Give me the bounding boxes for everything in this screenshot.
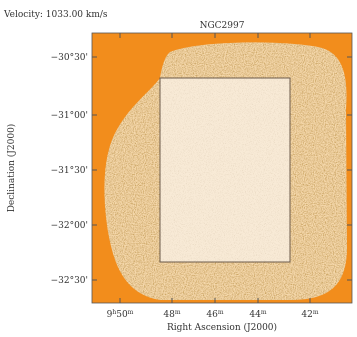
x-tick-label: 9h50m bbox=[107, 309, 134, 320]
x-tick-number: 44 bbox=[249, 310, 261, 320]
x-tick-unit: m bbox=[218, 309, 224, 316]
x-tick-number: 46 bbox=[206, 310, 218, 320]
x-tick-label: 42m bbox=[301, 309, 318, 320]
screenshot: Velocity: 1033.00 km/s NGC2997 Right Asc… bbox=[0, 0, 357, 337]
x-tick-number: 42 bbox=[301, 310, 312, 320]
x-tick-number: 48 bbox=[163, 310, 175, 320]
y-tick-label: −32°30' bbox=[51, 276, 88, 286]
x-axis-label: Right Ascension (J2000) bbox=[167, 322, 277, 333]
x-tick-label: 48m bbox=[163, 309, 180, 320]
x-tick-label: 46m bbox=[206, 309, 223, 320]
y-axis-label: Declination (J2000) bbox=[6, 124, 17, 213]
x-tick-unit: m bbox=[313, 309, 319, 316]
x-tick-number: 50 bbox=[116, 310, 128, 320]
x-tick-unit: m bbox=[175, 309, 181, 316]
x-tick-label: 44m bbox=[249, 309, 266, 320]
x-tick-unit: m bbox=[128, 309, 134, 316]
x-tick-unit: m bbox=[261, 309, 267, 316]
y-tick-label: −30°30' bbox=[51, 53, 88, 63]
y-tick-label: −31°00' bbox=[51, 111, 88, 121]
velocity-label: Velocity: 1033.00 km/s bbox=[3, 10, 108, 20]
y-tick-label: −32°00' bbox=[51, 221, 88, 231]
velocity-box bbox=[160, 78, 290, 262]
y-tick-label: −31°30' bbox=[51, 166, 88, 176]
plot-title: NGC2997 bbox=[200, 21, 245, 31]
